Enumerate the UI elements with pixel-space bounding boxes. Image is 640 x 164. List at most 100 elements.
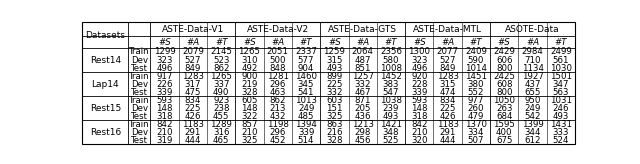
- Text: #S: #S: [243, 38, 256, 47]
- Text: 496: 496: [411, 63, 428, 72]
- Text: 675: 675: [496, 136, 513, 144]
- Text: 1431: 1431: [550, 120, 572, 129]
- Text: 348: 348: [383, 128, 399, 137]
- Text: 2409: 2409: [465, 48, 487, 57]
- Text: #S: #S: [413, 38, 426, 47]
- Text: 325: 325: [326, 112, 342, 121]
- Text: 849: 849: [185, 63, 201, 72]
- Text: 328: 328: [326, 136, 342, 144]
- Text: ASOTE-Data: ASOTE-Data: [505, 25, 560, 34]
- Text: 593: 593: [156, 96, 173, 104]
- Text: 1289: 1289: [211, 120, 232, 129]
- Text: 2499: 2499: [550, 48, 572, 57]
- Text: 684: 684: [496, 112, 513, 121]
- Text: 332: 332: [326, 88, 342, 97]
- Text: 800: 800: [496, 63, 513, 72]
- Text: 606: 606: [496, 55, 513, 64]
- Text: 225: 225: [326, 80, 342, 89]
- Text: 316: 316: [213, 128, 230, 137]
- Text: 400: 400: [496, 128, 513, 137]
- Text: 2337: 2337: [295, 48, 317, 57]
- Text: #T: #T: [300, 38, 312, 47]
- Text: #T: #T: [215, 38, 227, 47]
- Text: 507: 507: [468, 136, 484, 144]
- Text: Rest14: Rest14: [90, 55, 121, 64]
- Text: 493: 493: [383, 112, 399, 121]
- Text: 904: 904: [298, 63, 314, 72]
- Text: 1013: 1013: [295, 96, 317, 104]
- Text: 2984: 2984: [522, 48, 543, 57]
- Text: 603: 603: [326, 96, 342, 104]
- Text: 332: 332: [355, 80, 371, 89]
- Text: 1259: 1259: [323, 48, 346, 57]
- Text: 2079: 2079: [182, 48, 204, 57]
- Text: 920: 920: [411, 72, 428, 81]
- Text: Lap14: Lap14: [92, 80, 119, 89]
- Text: 205: 205: [355, 103, 371, 113]
- Text: 345: 345: [298, 80, 314, 89]
- Text: 851: 851: [355, 63, 371, 72]
- Text: 467: 467: [355, 88, 371, 97]
- Text: 260: 260: [468, 103, 484, 113]
- Text: 216: 216: [326, 128, 342, 137]
- Text: Dev: Dev: [131, 80, 148, 89]
- Text: 318: 318: [156, 112, 173, 121]
- Text: Dev: Dev: [131, 128, 148, 137]
- Text: 608: 608: [496, 80, 513, 89]
- Text: 605: 605: [241, 96, 258, 104]
- Text: 547: 547: [383, 88, 399, 97]
- Text: #T: #T: [385, 38, 397, 47]
- Text: 527: 527: [440, 55, 456, 64]
- Text: 2077: 2077: [436, 48, 459, 57]
- Text: 552: 552: [468, 88, 484, 97]
- Text: 291: 291: [185, 128, 201, 137]
- Text: 225: 225: [440, 103, 456, 113]
- Text: 848: 848: [269, 63, 286, 72]
- Text: 593: 593: [411, 96, 428, 104]
- Text: 210: 210: [411, 128, 428, 137]
- Text: 1595: 1595: [493, 120, 515, 129]
- Text: 1452: 1452: [380, 72, 402, 81]
- Text: 655: 655: [524, 88, 541, 97]
- Text: 487: 487: [355, 55, 371, 64]
- Text: 525: 525: [383, 136, 399, 144]
- Text: Train: Train: [129, 120, 150, 129]
- Text: 1134: 1134: [522, 63, 543, 72]
- Text: 334: 334: [468, 128, 484, 137]
- Text: Train: Train: [129, 72, 150, 81]
- Text: 310: 310: [241, 55, 258, 64]
- Text: 1299: 1299: [154, 48, 175, 57]
- Text: 219: 219: [241, 80, 258, 89]
- Text: 2145: 2145: [210, 48, 232, 57]
- Text: 842: 842: [156, 120, 173, 129]
- Text: 228: 228: [411, 80, 428, 89]
- Text: 296: 296: [269, 128, 286, 137]
- Text: 463: 463: [269, 88, 286, 97]
- Text: 339: 339: [298, 128, 314, 137]
- Text: 263: 263: [496, 103, 513, 113]
- Text: 347: 347: [552, 80, 569, 89]
- Text: 1008: 1008: [380, 63, 402, 72]
- Text: 1213: 1213: [352, 120, 374, 129]
- Text: 315: 315: [326, 55, 342, 64]
- Text: 1265: 1265: [239, 48, 260, 57]
- Text: 493: 493: [553, 112, 569, 121]
- Text: 500: 500: [269, 55, 286, 64]
- Text: 210: 210: [156, 128, 173, 137]
- Text: #S: #S: [498, 38, 511, 47]
- Text: 333: 333: [552, 128, 569, 137]
- Text: 1451: 1451: [465, 72, 487, 81]
- Text: 1183: 1183: [436, 120, 459, 129]
- Text: 561: 561: [552, 55, 569, 64]
- Text: 239: 239: [383, 103, 399, 113]
- Text: 319: 319: [156, 136, 173, 144]
- Text: #A: #A: [186, 38, 200, 47]
- Text: #A: #A: [441, 38, 454, 47]
- Text: 493: 493: [326, 63, 342, 72]
- Text: 1038: 1038: [380, 96, 402, 104]
- Text: 577: 577: [298, 55, 314, 64]
- Text: 490: 490: [213, 88, 229, 97]
- Text: 322: 322: [241, 112, 258, 121]
- Text: 950: 950: [524, 96, 541, 104]
- Text: 474: 474: [440, 88, 456, 97]
